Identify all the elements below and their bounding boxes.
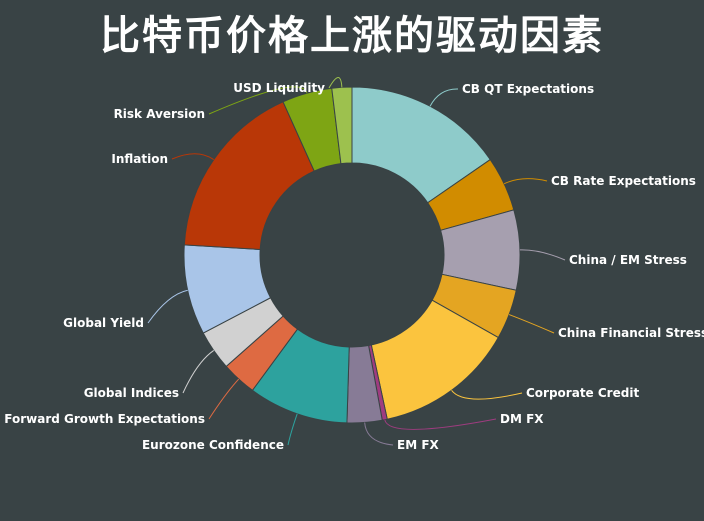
label-risk-aversion: Risk Aversion <box>114 107 205 121</box>
label-china-financial-stress: China Financial Stress <box>558 326 704 340</box>
chart-title: 比特币价格上涨的驱动因素 <box>100 12 604 59</box>
label-corporate-credit: Corporate Credit <box>526 386 639 400</box>
connector-risk-aversion <box>208 86 308 115</box>
label-china-em-stress: China / EM Stress <box>569 253 687 267</box>
connector-em-fx <box>364 422 394 446</box>
connector-china-financial-stress <box>508 314 555 334</box>
label-global-indices: Global Indices <box>84 386 179 400</box>
label-inflation: Inflation <box>111 152 168 166</box>
label-cb-rate-expectations: CB Rate Expectations <box>551 174 696 188</box>
connector-cb-qt-expectations <box>429 88 459 107</box>
label-em-fx: EM FX <box>397 438 440 452</box>
connector-global-yield <box>147 289 188 324</box>
label-usd-liquidity: USD Liquidity <box>233 81 325 95</box>
connector-china-em-stress <box>519 249 566 261</box>
connector-inflation <box>171 153 215 160</box>
connector-cb-rate-expectations <box>503 178 548 185</box>
connector-corporate-credit <box>451 389 523 400</box>
label-eurozone-confidence: Eurozone Confidence <box>142 438 284 452</box>
connector-dm-fx <box>384 418 497 430</box>
connector-forward-growth-expectations <box>208 378 240 420</box>
connector-eurozone-confidence <box>287 413 298 446</box>
label-dm-fx: DM FX <box>500 412 544 426</box>
label-cb-qt-expectations: CB QT Expectations <box>462 82 594 96</box>
slice-usd-liquidity[interactable] <box>331 86 353 165</box>
label-global-yield: Global Yield <box>63 316 144 330</box>
connector-global-indices <box>182 350 215 394</box>
label-forward-growth-expectations: Forward Growth Expectations <box>4 412 205 426</box>
connector-usd-liquidity <box>328 76 343 89</box>
